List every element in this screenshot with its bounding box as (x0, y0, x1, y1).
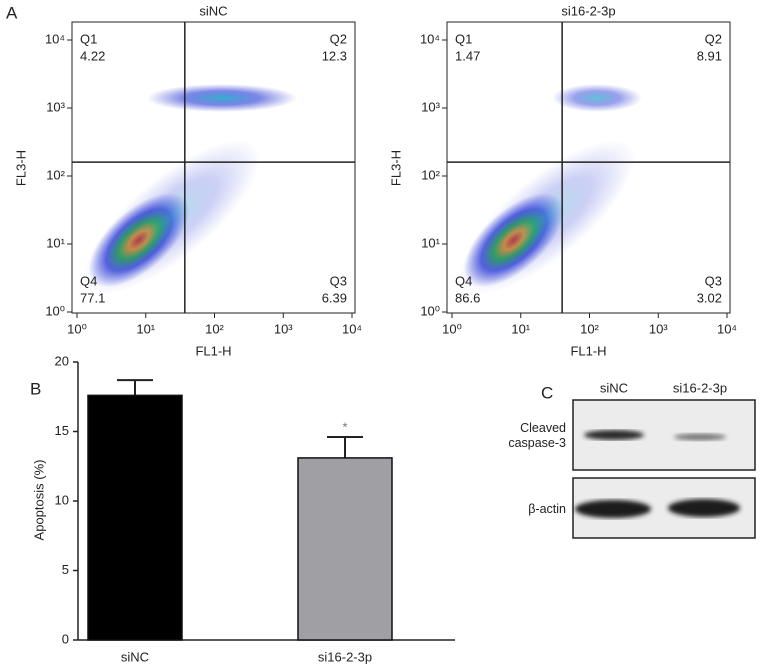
bar (297, 457, 393, 641)
y-axis-label: FL3-H (13, 150, 28, 186)
y-tick-label: 10⁴ (420, 31, 440, 46)
density-band (552, 84, 642, 112)
plot-title: si16-2-3p (561, 3, 615, 18)
y-tick-label: 10² (421, 167, 440, 182)
x-axis-label: FL1-H (570, 343, 606, 358)
x-tick-label: 10³ (649, 321, 668, 336)
panel-label: B (30, 379, 41, 398)
panel-label: A (6, 3, 18, 22)
quadrant-value: 12.3 (322, 48, 347, 63)
y-tick-label: 10 (55, 492, 69, 507)
y-axis-label: Apoptosis (%) (31, 460, 46, 541)
quadrant-value: 3.02 (697, 290, 722, 305)
plot-title: siNC (199, 3, 227, 18)
lane-label: si16-2-3p (673, 380, 727, 395)
lane-label: siNC (600, 380, 628, 395)
y-tick-label: 20 (55, 353, 69, 368)
row-label: Cleaved caspase-3 (508, 421, 566, 450)
row-label-box: β-actin (528, 501, 566, 516)
y-tick-label: 5 (62, 562, 69, 577)
band (575, 500, 651, 518)
y-tick-label: 10² (46, 167, 65, 182)
quadrant-name: Q2 (705, 31, 722, 46)
y-tick-label: 15 (55, 423, 69, 438)
panel-label: C (541, 383, 553, 402)
density-halo (83, 139, 261, 295)
significance: * (342, 419, 347, 434)
band (674, 433, 726, 441)
band (584, 430, 644, 440)
density-band (147, 84, 297, 112)
quadrant-name: Q4 (80, 273, 97, 288)
y-tick-label: 10³ (421, 99, 440, 114)
x-tick-label: 10⁴ (342, 321, 362, 336)
x-axis-label: FL1-H (195, 343, 231, 358)
bar (87, 394, 183, 641)
x-tick-label: 10¹ (136, 321, 155, 336)
y-tick-label: 10⁰ (45, 303, 65, 318)
y-tick-label: 10¹ (421, 235, 440, 250)
x-tick-label: 10⁰ (67, 321, 87, 336)
band (668, 499, 740, 517)
quadrant-value: 6.39 (322, 290, 347, 305)
x-tick-label: 10³ (274, 321, 293, 336)
quadrant-value: 8.91 (697, 48, 722, 63)
y-tick-label: 10¹ (46, 235, 65, 250)
y-tick-label: 10⁰ (420, 303, 440, 318)
density-halo (458, 139, 636, 295)
plot-frame (71, 21, 356, 314)
x-tick-label: 10⁴ (717, 321, 737, 336)
x-tick-label: 10¹ (511, 321, 530, 336)
x-tick-label: siNC (121, 649, 149, 664)
x-tick-label: 10² (580, 321, 599, 336)
row-label: β-actin (528, 501, 566, 516)
y-axis-label: FL3-H (388, 150, 403, 186)
quadrant-value: 77.1 (80, 290, 105, 305)
quadrant-value: 1.47 (455, 48, 480, 63)
row-label-box: Cleaved caspase-3 (508, 421, 566, 450)
quadrant-name: Q1 (80, 31, 97, 46)
quadrant-name: Q3 (705, 273, 722, 288)
x-tick-label: 10⁰ (442, 321, 462, 336)
y-tick-label: 0 (62, 631, 69, 646)
quadrant-name: Q4 (455, 273, 472, 288)
y-tick-label: 10⁴ (45, 31, 65, 46)
plot-frame (446, 21, 731, 314)
quadrant-value: 86.6 (455, 290, 480, 305)
y-tick-label: 10³ (46, 99, 65, 114)
quadrant-name: Q3 (330, 273, 347, 288)
quadrant-value: 4.22 (80, 48, 105, 63)
x-tick-label: si16-2-3p (318, 649, 372, 664)
quadrant-name: Q1 (455, 31, 472, 46)
x-tick-label: 10² (205, 321, 224, 336)
quadrant-name: Q2 (330, 31, 347, 46)
